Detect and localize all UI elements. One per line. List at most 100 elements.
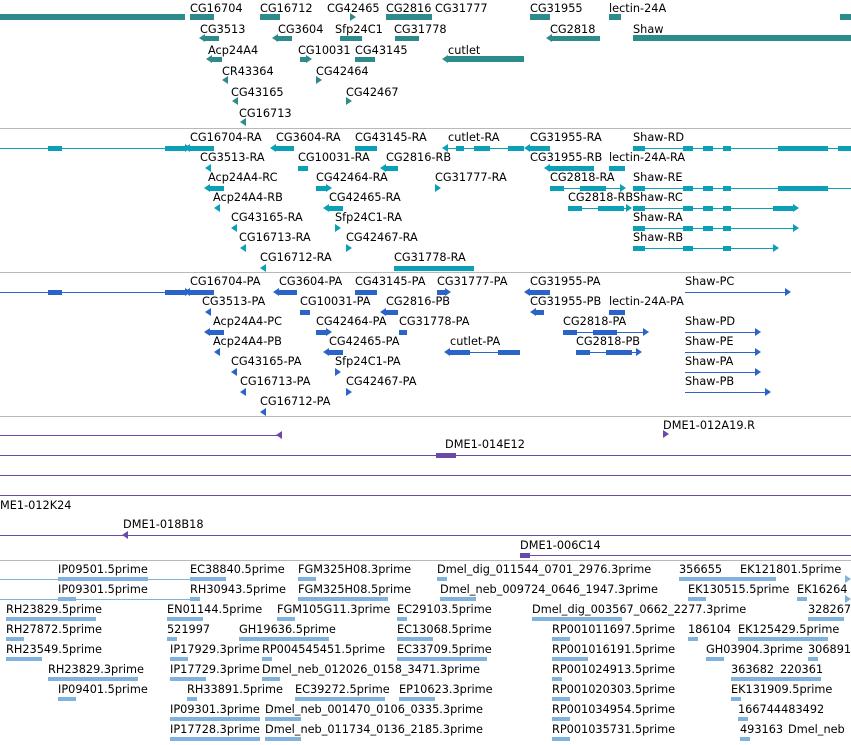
feature-label[interactable]: RH23549.5prime <box>6 643 102 656</box>
feature-label[interactable]: GH19636.5prime <box>239 623 336 636</box>
feature-label[interactable]: RH33891.5prime <box>187 683 283 696</box>
feature-label[interactable]: FGM325H08.5prime <box>298 583 412 596</box>
feature-label[interactable]: Shaw-RD <box>633 131 685 144</box>
feature-label[interactable]: RH30943.5prime <box>190 583 286 596</box>
feature-label[interactable]: cutlet-RA <box>448 131 500 144</box>
feature-label[interactable]: lectin-24A <box>609 2 667 15</box>
feature-label[interactable]: CG42465-RA <box>329 191 401 204</box>
feature-label[interactable]: CG43145-RA <box>355 131 427 144</box>
feature-label[interactable]: RP001020303.5prime <box>552 683 676 696</box>
feature-label[interactable]: EK16264 <box>797 583 848 596</box>
feature-label[interactable]: Shaw-PA <box>685 355 734 368</box>
feature-label[interactable]: CG31777-RA <box>435 171 507 184</box>
feature-label[interactable]: IP09301.5prime <box>58 583 148 596</box>
feature-label[interactable]: Shaw-PC <box>685 275 735 288</box>
feature-label[interactable]: ME1-012K24 <box>0 499 72 512</box>
feature-label[interactable]: GH03904.3prime <box>706 643 803 656</box>
feature-label[interactable]: 493163 <box>740 723 784 736</box>
feature-label[interactable]: 356655 <box>679 563 723 576</box>
feature-label[interactable]: Shaw-PB <box>685 375 735 388</box>
feature-label[interactable]: Dmel_dig_003567_0662_2277.3prime <box>532 603 747 616</box>
feature-label[interactable]: CG16704-RA <box>190 131 262 144</box>
feature-label[interactable]: 186104 <box>688 623 732 636</box>
feature-label[interactable]: CG31955-RA <box>530 131 602 144</box>
feature-label[interactable]: cutlet-PA <box>450 335 501 348</box>
feature-label[interactable]: Dmel_dig_011544_0701_2976.3prime <box>437 563 652 576</box>
feature-label[interactable]: CG42467 <box>346 86 399 99</box>
feature-label[interactable]: RP001024913.5prime <box>552 663 676 676</box>
feature-label[interactable]: Sfp24C1-PA <box>335 355 401 368</box>
feature-label[interactable]: RH27872.5prime <box>6 623 102 636</box>
feature-label[interactable]: CG16704 <box>190 2 243 15</box>
feature-label[interactable]: EC38840.5prime <box>190 563 285 576</box>
feature-label[interactable]: CG2818 <box>550 23 596 36</box>
feature-label[interactable]: 220361 <box>780 663 824 676</box>
feature-label[interactable]: Shaw-RE <box>633 171 683 184</box>
feature-label[interactable]: Shaw-PD <box>685 315 736 328</box>
feature-label[interactable]: RP004545451.5prime <box>262 643 386 656</box>
feature-label[interactable]: Dmel_neb_009724_0646_1947.3prime <box>440 583 658 596</box>
feature-label[interactable]: EC29103.5prime <box>397 603 492 616</box>
feature-label[interactable]: CG31955 <box>530 2 583 15</box>
feature-label[interactable]: CG42464 <box>316 65 369 78</box>
feature-label[interactable]: CG2816-PB <box>386 295 451 308</box>
feature-label[interactable]: 328267 <box>808 603 851 616</box>
feature-label[interactable]: Dmel_neb_001470_0106_0335.3prime <box>265 703 483 716</box>
feature-label[interactable]: CG31955-PB <box>530 295 602 308</box>
feature-label[interactable]: CG31778-PA <box>399 315 470 328</box>
feature-label[interactable]: CG16712 <box>260 2 313 15</box>
feature-label[interactable]: EK121801.5prime <box>740 563 842 576</box>
feature-label[interactable]: CG31777 <box>435 2 488 15</box>
feature-label[interactable]: lectin-24A-RA <box>609 151 686 164</box>
feature-label[interactable]: CG2818-PA <box>563 315 627 328</box>
feature-label[interactable]: Acp24A4-PB <box>213 335 282 348</box>
feature-label[interactable]: CG16713 <box>239 107 292 120</box>
feature-label[interactable]: Acp24A4-RB <box>213 191 283 204</box>
feature-label[interactable]: EN01144.5prime <box>167 603 263 616</box>
feature-label[interactable]: CG3513 <box>200 23 246 36</box>
feature-label[interactable]: RH23829.3prime <box>48 663 144 676</box>
feature-label[interactable]: CG3513-RA <box>200 151 265 164</box>
feature-label[interactable]: IP09301.3prime <box>170 703 260 716</box>
feature-label[interactable]: EP10623.3prime <box>399 683 493 696</box>
feature-label[interactable]: CG42465 <box>327 2 380 15</box>
feature-label[interactable]: CG42467-RA <box>346 231 418 244</box>
feature-label[interactable]: CG43145 <box>355 44 408 57</box>
feature-label[interactable]: EK125429.5prime <box>738 623 840 636</box>
feature-label[interactable]: CG16712-PA <box>260 395 331 408</box>
feature-label[interactable]: EC33709.5prime <box>397 643 492 656</box>
feature-label[interactable]: CG16713-PA <box>240 375 311 388</box>
feature-label[interactable]: CG31955-PA <box>530 275 601 288</box>
feature-label[interactable]: Acp24A4 <box>208 44 259 57</box>
feature-label[interactable]: CG43165-PA <box>231 355 302 368</box>
feature-label[interactable]: cutlet <box>448 44 481 57</box>
feature-label[interactable]: CG2818-RA <box>550 171 615 184</box>
feature-label[interactable]: Sfp24C1 <box>335 23 383 36</box>
feature-label[interactable]: Shaw-RB <box>633 231 684 244</box>
feature-label[interactable]: RP001035731.5prime <box>552 723 676 736</box>
feature-label[interactable]: CG10031 <box>298 44 351 57</box>
feature-label[interactable]: Shaw <box>633 23 664 36</box>
feature-label[interactable]: EK131909.5prime <box>731 683 833 696</box>
feature-label[interactable]: CG42464-RA <box>316 171 388 184</box>
feature-label[interactable]: RP001011697.5prime <box>552 623 676 636</box>
feature-label[interactable]: Shaw-PE <box>685 335 734 348</box>
feature-label[interactable]: CR43364 <box>222 65 274 78</box>
feature-label[interactable]: 306891 <box>808 643 851 656</box>
feature-label[interactable]: Dmel_neb_011734_0136_2185.3prime <box>265 723 483 736</box>
feature-label[interactable]: CG10031-PA <box>300 295 371 308</box>
feature-label[interactable]: CG16713-RA <box>239 231 311 244</box>
feature-label[interactable]: CG31778 <box>394 23 447 36</box>
feature-label[interactable]: CG2816-RB <box>386 151 452 164</box>
feature-label[interactable]: CG10031-RA <box>298 151 370 164</box>
feature-label[interactable]: Shaw-RA <box>633 211 683 224</box>
feature-label[interactable]: CG16704-PA <box>190 275 261 288</box>
feature-label[interactable]: Dmel_neb <box>788 723 845 736</box>
feature-label[interactable]: CG31777-PA <box>437 275 508 288</box>
feature-label[interactable]: RH23829.5prime <box>6 603 102 616</box>
feature-label[interactable]: EK130515.5prime <box>688 583 790 596</box>
feature-label[interactable]: CG43165-RA <box>231 211 303 224</box>
feature-label[interactable]: Dmel_neb_012026_0158_3471.3prime <box>262 663 480 676</box>
feature-label[interactable]: Acp24A4-PC <box>213 315 282 328</box>
feature-label[interactable]: DME1-006C14 <box>520 539 601 552</box>
